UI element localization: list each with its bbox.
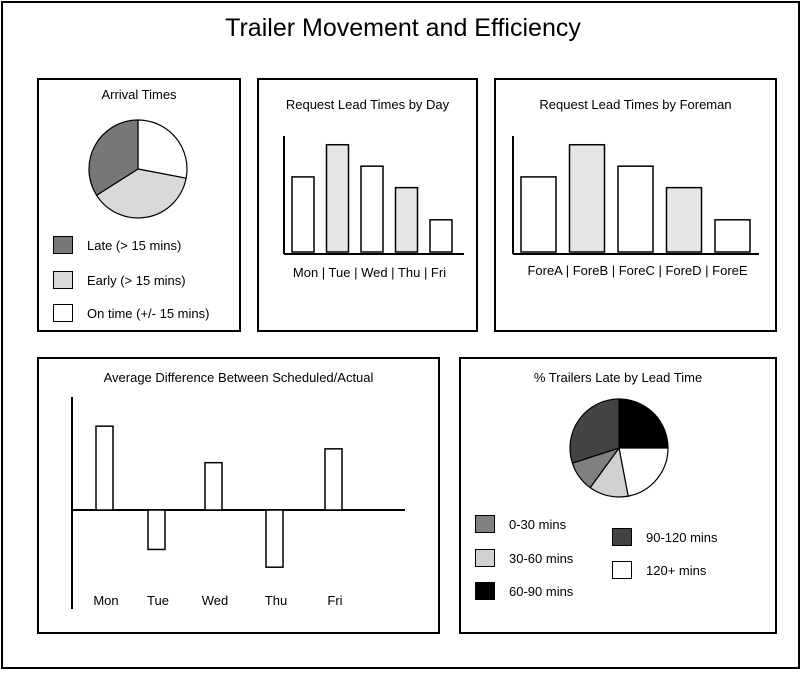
page-title: Trailer Movement and Efficiency [225,14,581,42]
lead-foreman-bar-forec [617,165,654,253]
90-120-swatch [612,528,632,546]
legend-item-60-90: 60-90 mins [475,582,573,600]
0-30-swatch [475,515,495,533]
early-swatch [53,271,73,289]
arrival-times-pie [88,119,188,219]
120-plus-swatch [612,561,632,579]
late-swatch [53,236,73,254]
arrival-times-panel: Arrival Times Late (> 15 mins) Early (> … [37,78,241,332]
avg-diff-label-tue: Tue [147,593,169,608]
avg-diff-title: Average Difference Between Scheduled/Act… [103,370,374,385]
pie-slice-90-120 [569,398,620,464]
legend-item-early: Early (> 15 mins) [53,271,186,289]
legend-item-30-60: 30-60 mins [475,549,573,567]
avg-diff-label-mon: Mon [93,593,119,608]
avg-diff-bar-thu [265,509,284,568]
lead-foreman-bar-foreb [568,143,606,253]
lead-day-axis-labels: Mon | Tue | Wed | Thu | Fri [292,265,447,280]
avg-diff-bar-tue [147,509,166,551]
legend-item-ontime: On time (+/- 15 mins) [53,304,209,322]
lead-day-bar-chart [283,136,464,255]
legend-label-early: Early (> 15 mins) [87,272,186,288]
lead-foreman-bar-foree [714,219,751,253]
ontime-swatch [53,304,73,322]
lead-day-bar-wed [360,165,384,253]
late-by-lead-time-panel: % Trailers Late by Lead Time 0-30 mins 3… [459,357,777,634]
30-60-swatch [475,549,495,567]
avg-diff-label-fri: Fri [327,593,343,608]
lead-day-bar-tue [325,143,350,253]
legend-label-60-90: 60-90 mins [509,583,574,599]
avg-diff-bar-mon [95,425,114,511]
legend-label-late: Late (> 15 mins) [87,237,182,253]
legend-label-30-60: 30-60 mins [509,550,574,566]
avg-difference-panel: Average Difference Between Scheduled/Act… [37,357,440,634]
legend-label-0-30: 0-30 mins [509,516,567,532]
lead-foreman-title: Request Lead Times by Foreman [539,97,732,112]
legend-item-120-plus: 120+ mins [612,561,706,579]
legend-item-90-120: 90-120 mins [612,528,718,546]
pie-slice-ontime [137,119,188,179]
lead-day-bar-thu [394,186,419,253]
legend-item-0-30: 0-30 mins [475,515,566,533]
avg-diff-bar-wed [204,461,223,511]
lead-day-title: Request Lead Times by Day [285,97,450,112]
late-lead-pie [569,398,669,498]
avg-diff-label-wed: Wed [201,593,229,608]
lead-foreman-axis-labels: ForeA | ForeB | ForeC | ForeD | ForeE [527,263,748,278]
pie-slice-120-plus [618,447,669,497]
lead-foreman-bar-fored [665,186,703,253]
avg-diff-bar-chart [71,397,405,609]
late-lead-title: % Trailers Late by Lead Time [533,370,703,385]
avg-diff-bar-fri [324,448,343,511]
lead-foreman-bar-chart [512,136,759,255]
lead-times-by-foreman-panel: Request Lead Times by Foreman ForeA | Fo… [494,78,777,332]
60-90-swatch [475,582,495,600]
lead-day-bar-mon [291,176,315,253]
lead-times-by-day-panel: Request Lead Times by Day Mon | Tue | We… [257,78,478,332]
lead-day-bar-fri [429,219,453,253]
legend-label-ontime: On time (+/- 15 mins) [87,305,210,321]
legend-label-90-120: 90-120 mins [646,529,718,545]
arrival-times-title: Arrival Times [101,87,177,102]
pie-slice-late [88,119,139,197]
lead-foreman-bar-forea [520,176,557,253]
pie-slice-60-90 [618,398,669,449]
legend-item-late: Late (> 15 mins) [53,236,181,254]
legend-label-120-plus: 120+ mins [646,562,707,578]
avg-diff-label-thu: Thu [264,593,288,608]
